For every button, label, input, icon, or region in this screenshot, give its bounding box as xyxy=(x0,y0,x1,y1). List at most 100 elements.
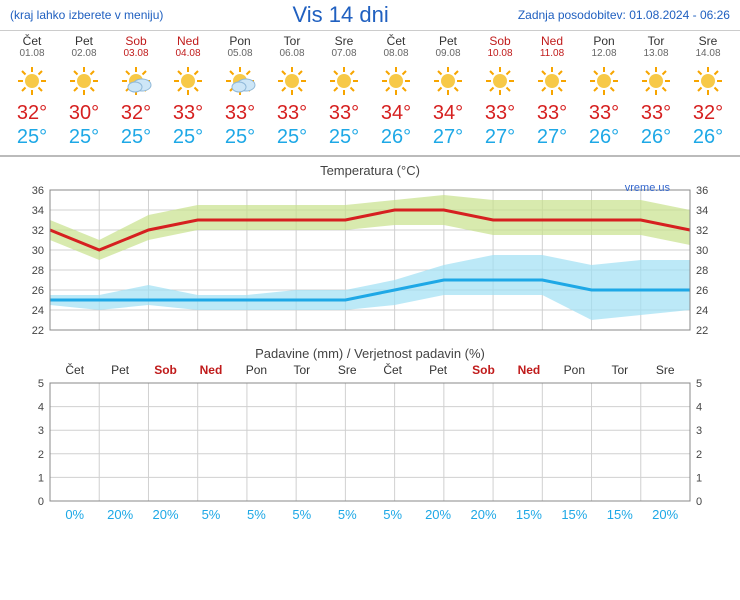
location-hint[interactable]: (kraj lahko izberete v meniju) xyxy=(10,8,163,22)
day-date: 10.08 xyxy=(474,48,526,59)
day-name: Sob xyxy=(474,35,526,48)
temp-high: 33° xyxy=(578,101,630,125)
day-col: Ned 04.08 33° 25° xyxy=(162,35,214,149)
svg-text:32: 32 xyxy=(32,225,44,237)
svg-text:22: 22 xyxy=(32,325,44,337)
temp-high: 32° xyxy=(110,101,162,125)
day-date: 05.08 xyxy=(214,48,266,59)
temp-low: 27° xyxy=(526,125,578,149)
svg-text:0: 0 xyxy=(696,496,702,507)
day-date: 03.08 xyxy=(110,48,162,59)
svg-text:34: 34 xyxy=(696,205,708,217)
day-name: Pet xyxy=(58,35,110,48)
precip-day-label: Sob xyxy=(461,363,506,377)
svg-text:36: 36 xyxy=(32,185,44,197)
day-col: Čet 08.08 34° 26° xyxy=(370,35,422,149)
temp-low: 25° xyxy=(214,125,266,149)
day-name: Sre xyxy=(682,35,734,48)
weather-icon xyxy=(474,65,526,97)
precip-prob-value: 5% xyxy=(234,507,279,522)
day-name: Pon xyxy=(214,35,266,48)
precip-day-label: Ned xyxy=(188,363,233,377)
precip-day-label: Sre xyxy=(325,363,370,377)
weather-icon xyxy=(370,65,422,97)
precip-day-label: Sre xyxy=(642,363,687,377)
svg-text:30: 30 xyxy=(32,245,44,257)
day-date: 04.08 xyxy=(162,48,214,59)
day-date: 02.08 xyxy=(58,48,110,59)
temp-chart: vreme.us 2222242426262828303032323434363… xyxy=(10,180,730,340)
day-name: Pon xyxy=(578,35,630,48)
temp-high: 33° xyxy=(474,101,526,125)
day-col: Ned 11.08 33° 27° xyxy=(526,35,578,149)
weather-icon xyxy=(630,65,682,97)
precip-day-label: Tor xyxy=(279,363,324,377)
weather-icon xyxy=(6,65,58,97)
temp-high: 33° xyxy=(318,101,370,125)
svg-text:4: 4 xyxy=(696,402,702,414)
temp-low: 26° xyxy=(370,125,422,149)
day-name: Tor xyxy=(266,35,318,48)
day-name: Sob xyxy=(110,35,162,48)
precip-prob-value: 5% xyxy=(279,507,324,522)
precip-prob-value: 5% xyxy=(325,507,370,522)
precip-prob-value: 20% xyxy=(461,507,506,522)
temp-high: 32° xyxy=(682,101,734,125)
day-name: Čet xyxy=(6,35,58,48)
day-date: 13.08 xyxy=(630,48,682,59)
temp-high: 33° xyxy=(162,101,214,125)
precip-day-labels: ČetPetSobNedPonTorSreČetPetSobNedPonTorS… xyxy=(10,363,730,377)
svg-text:24: 24 xyxy=(696,305,708,317)
temp-high: 34° xyxy=(422,101,474,125)
precip-prob-value: 5% xyxy=(370,507,415,522)
svg-text:0: 0 xyxy=(38,496,44,507)
precip-day-label: Pet xyxy=(415,363,460,377)
day-date: 14.08 xyxy=(682,48,734,59)
precip-prob-value: 5% xyxy=(188,507,233,522)
svg-text:26: 26 xyxy=(696,285,708,297)
precip-prob-value: 0% xyxy=(52,507,97,522)
temp-high: 30° xyxy=(58,101,110,125)
weather-icon xyxy=(422,65,474,97)
temp-high: 33° xyxy=(526,101,578,125)
weather-icon xyxy=(162,65,214,97)
temp-low: 25° xyxy=(162,125,214,149)
temp-low: 26° xyxy=(630,125,682,149)
weather-icon xyxy=(266,65,318,97)
temp-chart-title: Temperatura (°C) xyxy=(10,163,730,178)
svg-text:3: 3 xyxy=(38,425,44,437)
precip-chart-title: Padavine (mm) / Verjetnost padavin (%) xyxy=(10,346,730,361)
svg-text:1: 1 xyxy=(38,473,44,485)
temp-low: 25° xyxy=(318,125,370,149)
updated-text: Zadnja posodobitev: 01.08.2024 - 06:26 xyxy=(518,8,730,22)
day-date: 12.08 xyxy=(578,48,630,59)
precip-prob-value: 15% xyxy=(506,507,551,522)
day-name: Ned xyxy=(162,35,214,48)
temp-high: 33° xyxy=(214,101,266,125)
day-col: Sre 07.08 33° 25° xyxy=(318,35,370,149)
precip-day-label: Sob xyxy=(143,363,188,377)
temp-low: 25° xyxy=(58,125,110,149)
svg-text:2: 2 xyxy=(696,449,702,461)
temp-low: 25° xyxy=(266,125,318,149)
precip-chart: 001122334455 xyxy=(10,377,730,507)
day-col: Pet 02.08 30° 25° xyxy=(58,35,110,149)
forecast-row: Čet 01.08 32° 25° Pet 02.08 30° 25° Sob … xyxy=(0,31,740,157)
temp-low: 25° xyxy=(110,125,162,149)
svg-text:24: 24 xyxy=(32,305,44,317)
precip-prob-value: 15% xyxy=(552,507,597,522)
svg-text:4: 4 xyxy=(38,402,44,414)
day-name: Čet xyxy=(370,35,422,48)
precip-day-label: Čet xyxy=(370,363,415,377)
svg-text:2: 2 xyxy=(38,449,44,461)
weather-icon xyxy=(578,65,630,97)
temp-low: 27° xyxy=(422,125,474,149)
precip-day-label: Ned xyxy=(506,363,551,377)
svg-text:36: 36 xyxy=(696,185,708,197)
svg-text:28: 28 xyxy=(32,265,44,277)
precip-prob-labels: 0%20%20%5%5%5%5%5%20%20%15%15%15%20% xyxy=(10,507,730,522)
precip-prob-value: 20% xyxy=(143,507,188,522)
temp-low: 26° xyxy=(578,125,630,149)
day-date: 08.08 xyxy=(370,48,422,59)
temp-high: 33° xyxy=(630,101,682,125)
